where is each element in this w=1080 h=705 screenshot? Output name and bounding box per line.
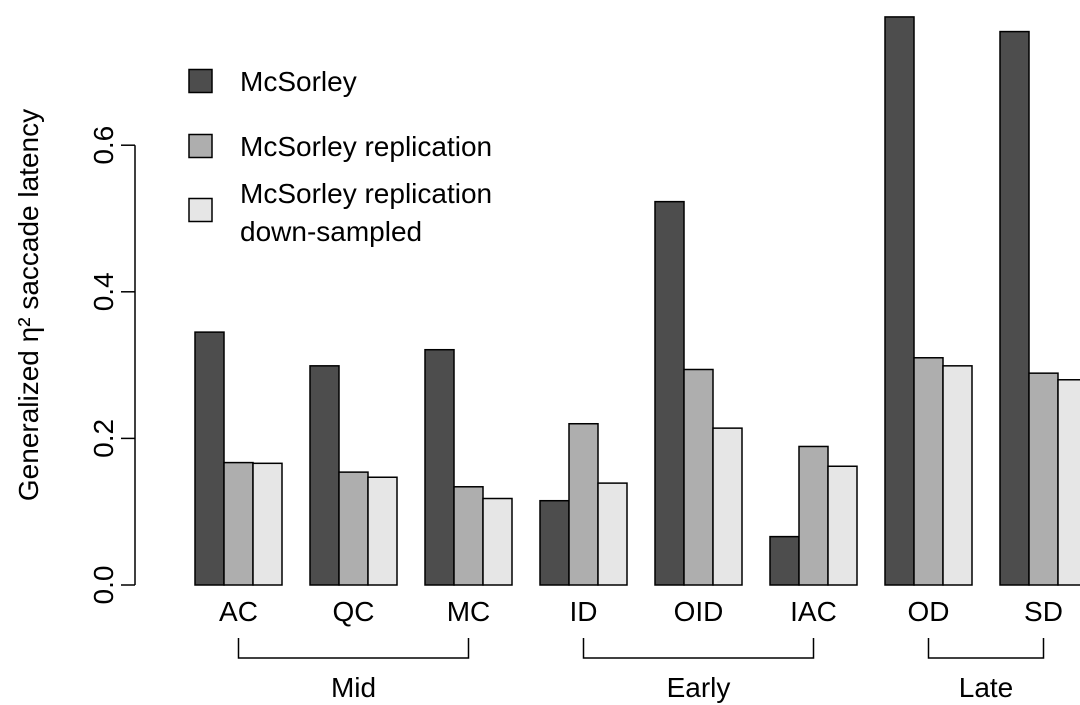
- group-bracket-early: [582, 638, 815, 659]
- category-label-mc: MC: [447, 596, 491, 627]
- bar-oid-series-2: [683, 368, 714, 586]
- category-label-id: ID: [570, 596, 598, 627]
- group-label-late: Late: [959, 672, 1014, 703]
- legend-label-3-line-2: down-sampled: [240, 216, 422, 247]
- legend: McSorley McSorley replication McSorley rep…: [188, 66, 492, 247]
- y-tick-label: 0.6: [88, 126, 119, 165]
- y-tick-label: 0.0: [88, 566, 119, 605]
- group-bracket-mid: [237, 638, 470, 659]
- bar-od-series-3: [942, 365, 973, 586]
- legend-swatch-3: [188, 197, 213, 223]
- bar-od-series-1: [884, 16, 915, 586]
- bar-iac-series-2: [798, 445, 829, 586]
- bar-qc-series-2: [338, 471, 369, 586]
- bar-iac-series-1: [769, 535, 800, 586]
- category-label-ac: AC: [219, 596, 258, 627]
- bar-ac-series-2: [223, 461, 254, 586]
- bar-qc-series-3: [367, 476, 398, 586]
- legend-label-2: McSorley replication: [240, 131, 492, 162]
- bar-iac-series-3: [827, 465, 858, 586]
- group-brackets: Mid Early Late: [237, 638, 1045, 703]
- y-tick-label: 0.2: [88, 419, 119, 458]
- bar-oid-series-1: [654, 200, 685, 586]
- group-label-mid: Mid: [331, 672, 376, 703]
- bar-sd-series-3: [1057, 379, 1080, 586]
- legend-swatch-2: [188, 133, 213, 159]
- bar-od-series-2: [913, 357, 944, 586]
- legend-label-1: McSorley: [240, 66, 357, 97]
- group-bracket-late: [927, 638, 1045, 659]
- y-tick-label: 0.4: [88, 272, 119, 311]
- category-label-iac: IAC: [790, 596, 837, 627]
- y-axis-label: Generalized η² saccade latency: [13, 109, 44, 501]
- category-label-oid: OID: [674, 596, 724, 627]
- category-label-qc: QC: [333, 596, 375, 627]
- bar-ac-series-1: [194, 331, 225, 586]
- bar-id-series-3: [597, 482, 628, 586]
- legend-swatch-1: [188, 68, 213, 94]
- bar-sd-series-2: [1028, 372, 1059, 586]
- bar-sd-series-1: [999, 30, 1030, 586]
- bar-mc-series-3: [482, 497, 513, 586]
- bar-qc-series-1: [309, 365, 340, 586]
- category-label-sd: SD: [1024, 596, 1063, 627]
- category-label-od: OD: [908, 596, 950, 627]
- bar-id-series-1: [539, 499, 570, 586]
- bar-mc-series-2: [453, 486, 484, 586]
- category-labels: AC QC MC ID OID IAC OD SD: [219, 596, 1063, 627]
- bars: [194, 16, 1080, 586]
- bar-ac-series-3: [252, 462, 283, 586]
- group-label-early: Early: [667, 672, 731, 703]
- y-axis: 0.0 0.2 0.4 0.6 Generalized η² saccade late…: [13, 109, 136, 605]
- bar-oid-series-3: [712, 427, 743, 586]
- bar-mc-series-1: [424, 348, 455, 586]
- y-ticks: 0.0 0.2 0.4 0.6: [88, 126, 135, 605]
- bar-id-series-2: [568, 422, 599, 586]
- legend-label-3-line-1: McSorley replication: [240, 178, 492, 209]
